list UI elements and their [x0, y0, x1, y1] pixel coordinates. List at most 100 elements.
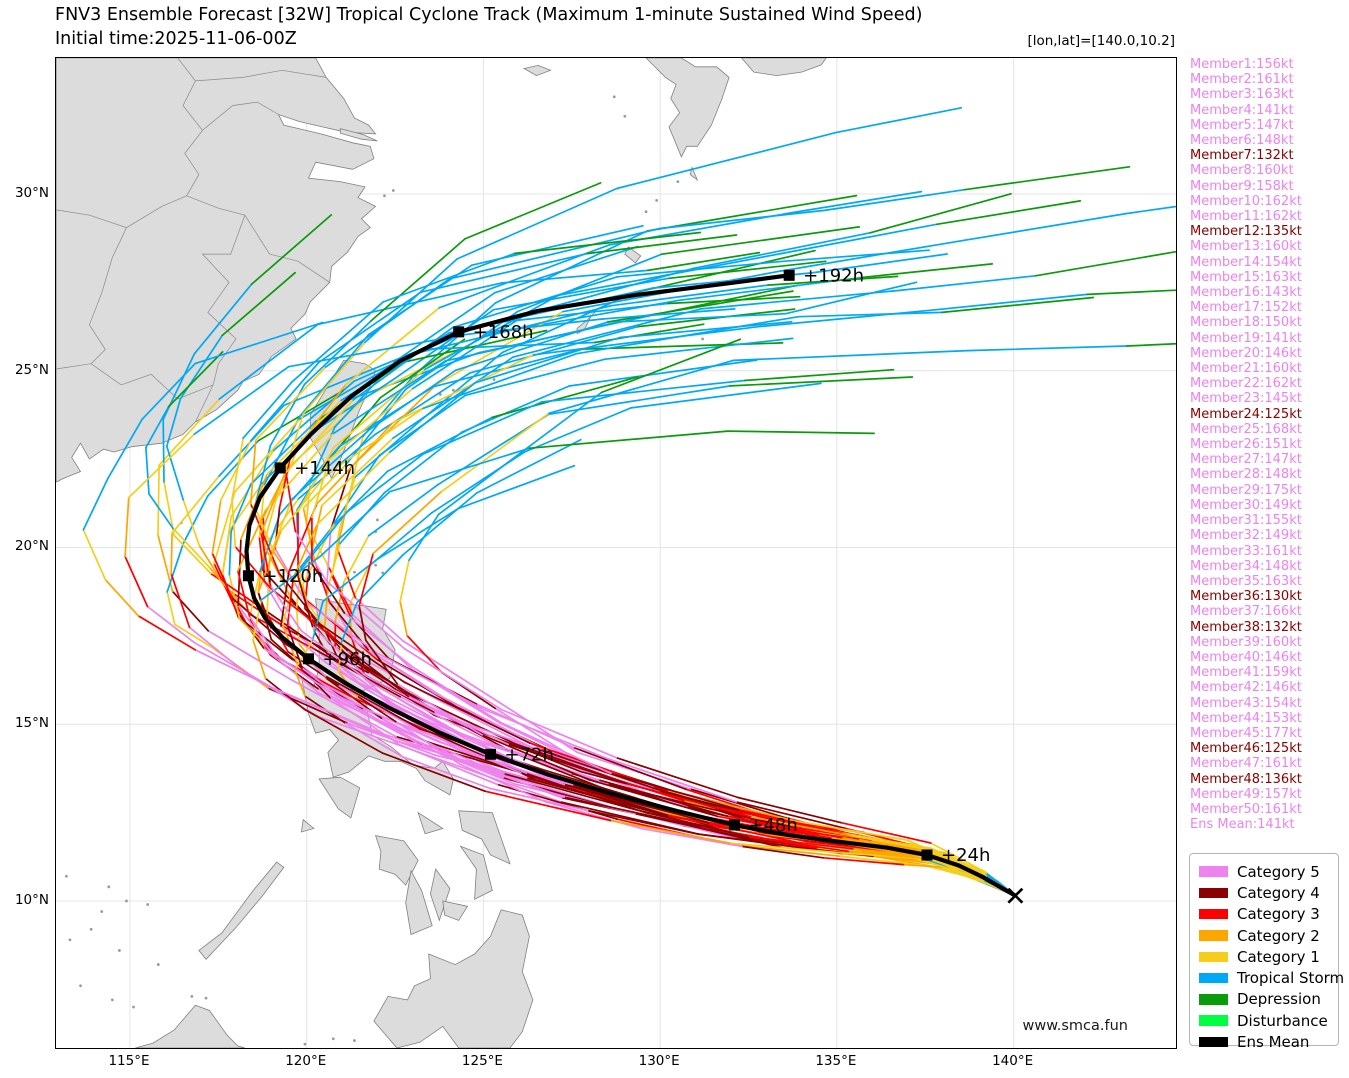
ensemble-track-segment — [323, 586, 329, 630]
ensemble-track-segment — [444, 321, 619, 362]
member-list-item: Member46:125kt — [1190, 741, 1302, 757]
ensemble-track-segment — [319, 623, 406, 684]
ensemble-track-segment — [278, 454, 292, 509]
islet-speck — [190, 994, 194, 998]
islet-speck — [303, 1042, 307, 1046]
ensemble-track-segment — [328, 387, 414, 461]
ensemble-track-segment — [403, 648, 503, 711]
ensemble-track-segment — [249, 439, 257, 505]
ensemble-track-segment — [464, 182, 602, 240]
ensemble-track-segment — [491, 376, 639, 419]
start-x-marker — [1007, 887, 1024, 904]
ensemble-track-segment — [354, 596, 404, 642]
islet-speck — [383, 194, 386, 198]
land-palawan — [198, 861, 285, 960]
ensemble-track-segment — [422, 352, 578, 410]
ensemble-track-segment — [830, 837, 928, 851]
ensemble-track-segment — [935, 200, 1082, 226]
ensemble-track-segment — [254, 366, 327, 441]
islet-speck — [79, 984, 82, 988]
ensemble-track-segment — [274, 547, 306, 603]
ensemble-track-segment — [512, 308, 702, 358]
ensemble-track-segment — [835, 106, 963, 134]
legend-item: Category 5 — [1199, 861, 1338, 882]
ensemble-track-segment — [145, 446, 150, 495]
ensemble-track-segment — [166, 591, 176, 626]
legend-swatch-category4 — [1199, 887, 1228, 899]
ensemble-track-segment — [540, 379, 746, 403]
border-province-7 — [202, 101, 279, 131]
islet-speck — [118, 949, 121, 952]
ensemble-track-segment — [475, 438, 582, 494]
ensemble-track-segment — [732, 349, 969, 362]
ensemble-track-segment — [356, 554, 404, 604]
member-list-item: Member35:163kt — [1190, 573, 1302, 589]
ensemble-track-segment — [398, 743, 499, 786]
islet-speck — [331, 1037, 335, 1041]
member-list-item: Member6:148kt — [1190, 133, 1294, 149]
y-tick-label: 15°N — [14, 715, 49, 732]
ensemble-track-segment — [411, 312, 529, 390]
ensemble-track-segment — [188, 626, 244, 672]
ensemble-track-segment — [280, 625, 328, 665]
ensemble-track-segment — [402, 640, 492, 698]
ensemble-track-segment — [810, 253, 948, 274]
ensemble-track-segment — [170, 572, 191, 629]
ensemble-track-segment — [401, 329, 548, 364]
ensemble-track-segment — [303, 320, 372, 386]
ensemble-track-segment — [525, 777, 669, 817]
ensemble-track-segment — [325, 580, 406, 650]
ensemble-track-segment — [368, 369, 457, 431]
ensemble-track-segment — [392, 353, 535, 424]
ensemble-track-segment — [295, 566, 302, 609]
mean-track-marker — [485, 748, 497, 760]
ensemble-track-segment — [269, 584, 303, 632]
ensemble-track-segment — [381, 732, 505, 775]
ensemble-track-segment — [313, 629, 328, 655]
ensemble-track-segment — [257, 530, 282, 594]
land-busuanga — [300, 818, 315, 833]
member-list-item: Member18:150kt — [1190, 315, 1302, 331]
ensemble-track-segment — [207, 629, 294, 682]
ensemble-track-segment — [240, 473, 269, 541]
ensemble-track-segment — [797, 311, 943, 318]
ensemble-track-segment — [249, 503, 280, 574]
ensemble-track-segment — [418, 351, 504, 423]
legend-swatch-category5 — [1199, 866, 1228, 877]
ensemble-track-segment — [165, 397, 182, 448]
ensemble-track-segment — [401, 492, 478, 556]
ensemble-track-segment — [311, 458, 331, 519]
islet-speck — [100, 910, 104, 913]
ensemble-track-segment — [230, 596, 288, 646]
islet-speck — [374, 563, 378, 567]
ensemble-track-segment — [415, 728, 522, 774]
ensemble-track-segment — [597, 779, 729, 818]
ensemble-track-segment — [127, 433, 196, 499]
ensemble-track-segment — [513, 231, 702, 255]
ensemble-track-segment — [370, 238, 466, 322]
mean-track-marker — [274, 462, 286, 474]
ensemble-track-segment — [302, 464, 347, 509]
ensemble-track-segment — [483, 709, 608, 760]
ensemble-track-segment — [569, 764, 689, 809]
member-list-item: Member9:158kt — [1190, 178, 1294, 194]
ensemble-track-segment — [444, 697, 544, 750]
ensemble-track-segment — [411, 665, 503, 724]
islet-speck — [132, 1005, 135, 1009]
ensemble-track-segment — [747, 836, 850, 853]
ensemble-track-segment — [316, 282, 503, 326]
ensemble-track-segment — [141, 362, 197, 421]
ensemble-track-segment — [337, 641, 343, 673]
ensemble-track-segment — [340, 665, 396, 706]
ensemble-track-segment — [236, 569, 251, 617]
ensemble-track-segment — [213, 562, 238, 612]
ensemble-track-segment — [386, 416, 494, 473]
ensemble-track-segment — [287, 650, 340, 687]
forecast-hour-label: +192h — [803, 265, 864, 286]
y-tick-label: 20°N — [14, 538, 49, 555]
member-list-item: Member49:157kt — [1190, 786, 1302, 802]
member-list-item: Member1:156kt — [1190, 57, 1294, 72]
ensemble-track-segment — [403, 681, 531, 744]
ensemble-track-segment — [329, 696, 401, 746]
islet-speck — [204, 996, 208, 1000]
